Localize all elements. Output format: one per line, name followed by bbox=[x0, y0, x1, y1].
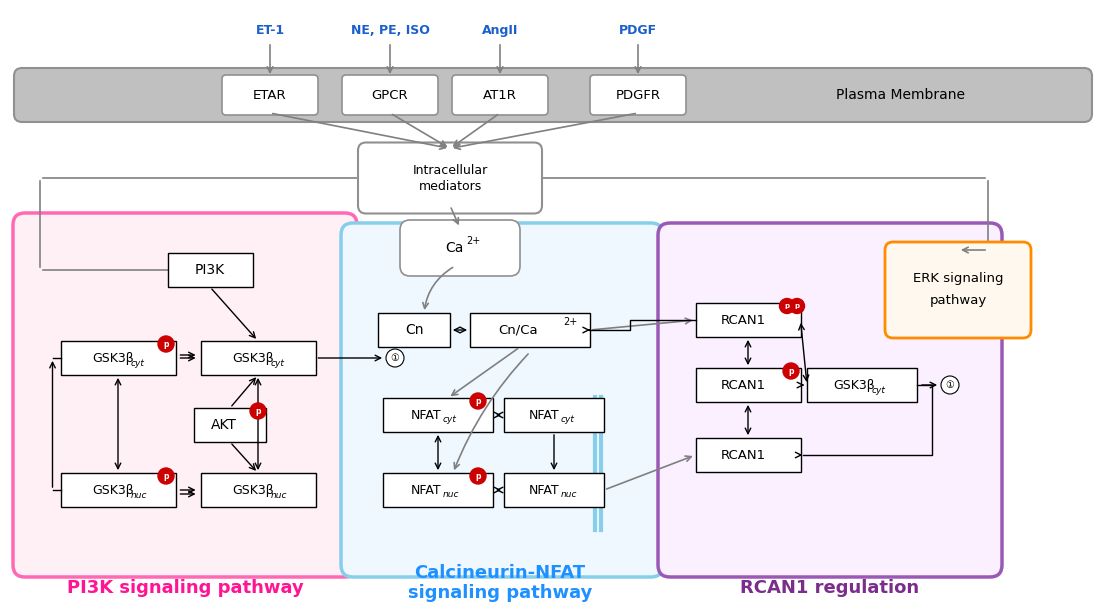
Text: PI3K: PI3K bbox=[195, 263, 225, 277]
Text: ERK signaling: ERK signaling bbox=[913, 272, 1004, 285]
Text: cyt: cyt bbox=[872, 386, 885, 394]
Text: ETAR: ETAR bbox=[253, 89, 287, 102]
Text: nuc: nuc bbox=[443, 490, 459, 498]
Text: ET-1: ET-1 bbox=[255, 23, 285, 36]
FancyBboxPatch shape bbox=[378, 313, 450, 347]
Text: RCAN1: RCAN1 bbox=[721, 448, 765, 461]
Text: AT1R: AT1R bbox=[484, 89, 517, 102]
Text: Cn: Cn bbox=[405, 323, 423, 337]
Text: NFAT: NFAT bbox=[529, 408, 560, 421]
Text: pathway: pathway bbox=[930, 293, 987, 307]
Text: RCAN1: RCAN1 bbox=[721, 314, 765, 326]
Text: Cn/Ca: Cn/Ca bbox=[498, 323, 538, 336]
Text: Calcineurin-NFAT
signaling pathway: Calcineurin-NFAT signaling pathway bbox=[407, 564, 592, 602]
FancyBboxPatch shape bbox=[400, 220, 520, 276]
FancyBboxPatch shape bbox=[696, 438, 800, 472]
Text: cyt: cyt bbox=[131, 359, 145, 368]
Circle shape bbox=[158, 468, 174, 484]
Text: cyt: cyt bbox=[270, 359, 285, 368]
Text: PDGFR: PDGFR bbox=[616, 89, 660, 102]
Text: mediators: mediators bbox=[418, 179, 481, 193]
Text: p: p bbox=[163, 339, 169, 349]
Circle shape bbox=[386, 349, 404, 367]
Circle shape bbox=[941, 376, 959, 394]
Text: p: p bbox=[788, 367, 794, 376]
Circle shape bbox=[470, 468, 486, 484]
FancyBboxPatch shape bbox=[505, 398, 604, 432]
Circle shape bbox=[789, 299, 805, 314]
FancyBboxPatch shape bbox=[61, 341, 176, 375]
FancyBboxPatch shape bbox=[13, 213, 357, 577]
Text: p: p bbox=[255, 407, 261, 416]
FancyBboxPatch shape bbox=[14, 68, 1092, 122]
Text: AngII: AngII bbox=[481, 23, 518, 36]
Text: nuc: nuc bbox=[270, 490, 287, 500]
FancyBboxPatch shape bbox=[194, 408, 266, 442]
FancyBboxPatch shape bbox=[201, 341, 316, 375]
FancyBboxPatch shape bbox=[201, 473, 316, 507]
Text: RCAN1: RCAN1 bbox=[721, 378, 765, 392]
Text: NFAT: NFAT bbox=[529, 484, 560, 496]
Text: 2+: 2+ bbox=[563, 317, 577, 327]
Text: p: p bbox=[795, 303, 799, 309]
Text: NFAT: NFAT bbox=[411, 408, 442, 421]
Text: ①: ① bbox=[946, 380, 954, 390]
Text: GSK3β: GSK3β bbox=[92, 484, 134, 496]
Text: PI3K signaling pathway: PI3K signaling pathway bbox=[66, 579, 304, 597]
FancyBboxPatch shape bbox=[452, 75, 548, 115]
Text: cyt: cyt bbox=[443, 415, 457, 424]
FancyBboxPatch shape bbox=[383, 398, 493, 432]
FancyBboxPatch shape bbox=[885, 242, 1031, 338]
Text: p: p bbox=[475, 471, 480, 480]
FancyBboxPatch shape bbox=[61, 473, 176, 507]
Text: p: p bbox=[475, 397, 480, 405]
Text: Plasma Membrane: Plasma Membrane bbox=[836, 88, 965, 102]
Text: AKT: AKT bbox=[211, 418, 237, 432]
FancyBboxPatch shape bbox=[658, 223, 1002, 577]
FancyBboxPatch shape bbox=[590, 75, 686, 115]
FancyBboxPatch shape bbox=[696, 303, 800, 337]
FancyBboxPatch shape bbox=[807, 368, 917, 402]
Text: NFAT: NFAT bbox=[411, 484, 442, 496]
Text: nuc: nuc bbox=[561, 490, 577, 498]
Text: GSK3β: GSK3β bbox=[834, 378, 874, 392]
Text: RCAN1 regulation: RCAN1 regulation bbox=[741, 579, 920, 597]
Circle shape bbox=[779, 299, 795, 314]
Text: ①: ① bbox=[391, 353, 400, 363]
Text: Ca: Ca bbox=[445, 241, 464, 255]
FancyBboxPatch shape bbox=[168, 253, 253, 287]
Text: nuc: nuc bbox=[131, 490, 148, 500]
Text: NE, PE, ISO: NE, PE, ISO bbox=[351, 23, 429, 36]
Text: Intracellular: Intracellular bbox=[413, 163, 488, 177]
FancyBboxPatch shape bbox=[341, 223, 664, 577]
FancyBboxPatch shape bbox=[470, 313, 590, 347]
Text: PDGF: PDGF bbox=[619, 23, 657, 36]
FancyBboxPatch shape bbox=[358, 142, 542, 214]
Circle shape bbox=[470, 393, 486, 409]
Text: cyt: cyt bbox=[561, 415, 575, 424]
Text: p: p bbox=[163, 471, 169, 480]
FancyBboxPatch shape bbox=[505, 473, 604, 507]
FancyBboxPatch shape bbox=[696, 368, 800, 402]
Text: GSK3β: GSK3β bbox=[92, 352, 134, 365]
FancyBboxPatch shape bbox=[383, 473, 493, 507]
FancyBboxPatch shape bbox=[342, 75, 438, 115]
FancyBboxPatch shape bbox=[222, 75, 318, 115]
Text: p: p bbox=[785, 303, 789, 309]
Text: 2+: 2+ bbox=[466, 236, 480, 246]
Text: GSK3β: GSK3β bbox=[232, 484, 274, 496]
Circle shape bbox=[783, 363, 799, 379]
Circle shape bbox=[250, 403, 266, 419]
Text: GSK3β: GSK3β bbox=[232, 352, 274, 365]
Text: GPCR: GPCR bbox=[372, 89, 408, 102]
Circle shape bbox=[158, 336, 174, 352]
